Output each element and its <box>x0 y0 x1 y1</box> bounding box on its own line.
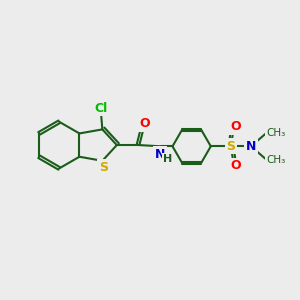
Text: O: O <box>230 120 241 133</box>
Text: O: O <box>139 118 150 130</box>
Text: S: S <box>226 140 236 153</box>
Text: Cl: Cl <box>94 102 108 115</box>
Text: S: S <box>99 161 108 174</box>
Text: O: O <box>230 159 241 172</box>
Text: N: N <box>246 140 256 153</box>
Text: CH₃: CH₃ <box>266 155 286 165</box>
Text: N: N <box>155 148 165 161</box>
Text: H: H <box>163 154 172 164</box>
Text: CH₃: CH₃ <box>266 128 286 138</box>
